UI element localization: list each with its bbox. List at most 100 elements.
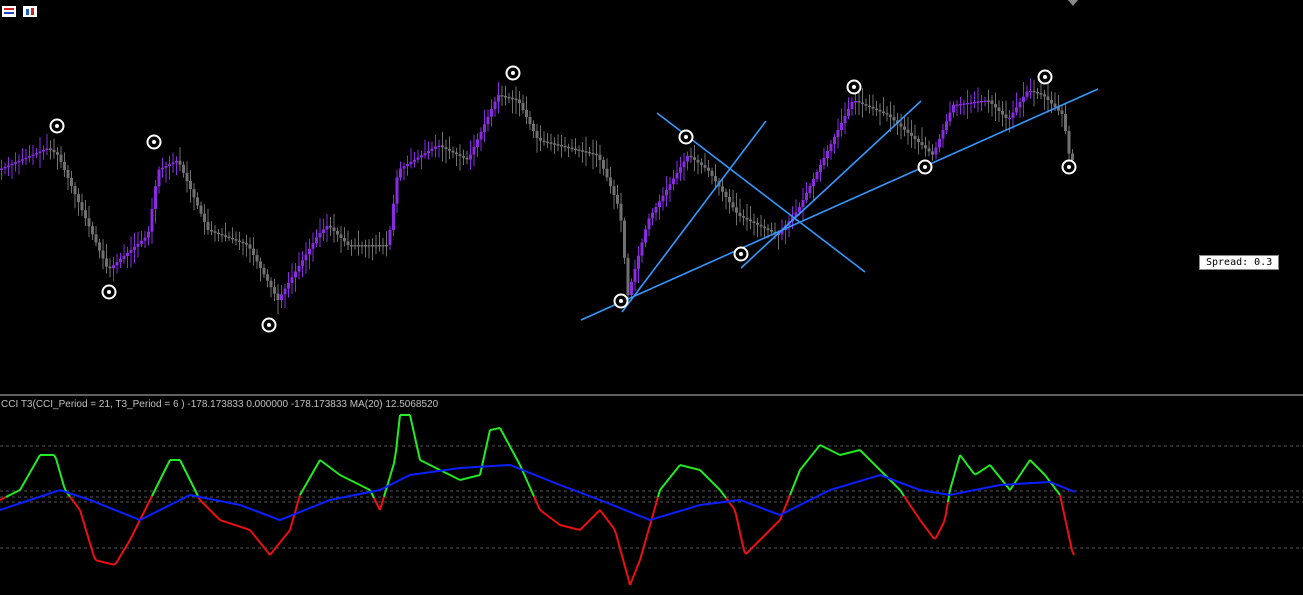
cci-segment xyxy=(231,523,235,526)
cci-segment xyxy=(813,449,817,454)
cci-segment xyxy=(689,466,693,469)
toolbar-icon[interactable] xyxy=(23,6,37,17)
cci-segment xyxy=(591,515,595,519)
cci-segment xyxy=(309,473,313,478)
cci-segment xyxy=(785,499,789,506)
cci-segment xyxy=(615,533,619,542)
candle-body xyxy=(675,172,679,179)
candle-body xyxy=(770,230,773,232)
cci-segment xyxy=(987,464,991,468)
candle-body xyxy=(658,201,661,207)
cci-segment xyxy=(191,483,195,489)
cci-segment xyxy=(163,467,167,473)
cci-segment xyxy=(329,466,333,470)
cci-segment xyxy=(351,480,355,483)
candle-body xyxy=(679,167,682,173)
cci-segment xyxy=(279,539,283,544)
cci-segment xyxy=(869,459,873,463)
candle-body xyxy=(413,159,416,162)
candle-body xyxy=(371,245,374,247)
candle-body xyxy=(889,114,892,118)
candle-body xyxy=(52,149,56,153)
candle-body xyxy=(588,152,591,154)
candle-body xyxy=(665,189,668,196)
swing-dot xyxy=(267,323,271,327)
cci-segment xyxy=(141,511,145,517)
cci-segment xyxy=(463,477,467,480)
candle-body xyxy=(420,155,423,158)
cci-segment xyxy=(1063,513,1067,523)
cci-segment xyxy=(999,476,1003,481)
candle-body xyxy=(133,246,136,250)
cci-segment xyxy=(757,539,761,543)
toolbar-icon[interactable] xyxy=(2,6,16,17)
cci-segment xyxy=(745,551,749,555)
cci-segment xyxy=(437,468,441,471)
cci-segment xyxy=(481,456,485,467)
cci-segment xyxy=(511,449,515,455)
candle-body xyxy=(542,140,546,143)
cci-segment xyxy=(969,467,973,472)
cci-segment xyxy=(117,556,121,561)
cci-segment xyxy=(967,465,971,469)
candle-body xyxy=(161,167,164,170)
candle-body xyxy=(570,147,574,150)
cci-segment xyxy=(661,484,665,489)
candle-body xyxy=(861,102,864,105)
cci-segment xyxy=(837,453,841,456)
candle-body xyxy=(763,226,766,229)
candle-body xyxy=(171,162,175,165)
candle-body xyxy=(220,233,224,236)
scroll-marker[interactable] xyxy=(1068,0,1078,6)
cci-segment xyxy=(733,508,737,515)
candle-body xyxy=(28,156,31,158)
cci-segment xyxy=(221,519,225,523)
cci-segment xyxy=(651,510,655,519)
candle-body xyxy=(136,243,140,247)
candle-body xyxy=(276,293,280,300)
candle-body xyxy=(584,151,588,153)
cci-segment xyxy=(35,458,39,463)
cci-segment xyxy=(307,477,311,482)
cci-segment xyxy=(617,540,621,549)
cci-segment xyxy=(585,521,589,525)
cci-segment xyxy=(429,464,433,467)
cci-segment xyxy=(657,489,661,498)
candle-body xyxy=(602,160,605,169)
candle-body xyxy=(742,216,745,218)
cci-segment xyxy=(347,478,351,481)
candle-body xyxy=(672,178,675,185)
cci-segment xyxy=(219,519,223,522)
cci-segment xyxy=(715,485,719,489)
cci-segment xyxy=(997,474,1001,479)
candle-body xyxy=(1022,96,1025,102)
candle-body xyxy=(448,149,451,151)
candle-body xyxy=(507,96,511,99)
cci-segment xyxy=(623,562,627,571)
candle-body xyxy=(59,154,63,162)
cci-segment xyxy=(527,482,531,488)
cci-segment xyxy=(361,485,365,488)
candle-body xyxy=(140,240,143,244)
candle-body xyxy=(959,103,962,106)
candle-body xyxy=(154,186,157,209)
cci-segment xyxy=(517,460,521,466)
cci-segment xyxy=(523,473,527,479)
candle-body xyxy=(119,259,122,263)
candle-body xyxy=(283,288,287,295)
cci-segment xyxy=(217,517,221,521)
cci-segment xyxy=(537,505,541,511)
cci-segment xyxy=(53,454,57,459)
cci-segment xyxy=(941,521,945,527)
candle-body xyxy=(637,255,640,269)
candle-body xyxy=(815,172,819,179)
cci-segment xyxy=(919,519,923,524)
cci-segment xyxy=(551,518,555,522)
cci-segment xyxy=(947,489,951,503)
cci-segment xyxy=(187,475,191,481)
cci-segment xyxy=(985,465,989,469)
cci-segment xyxy=(291,515,295,524)
cci-segment xyxy=(335,471,339,475)
cci-segment xyxy=(345,477,349,480)
candle-body xyxy=(227,236,231,239)
